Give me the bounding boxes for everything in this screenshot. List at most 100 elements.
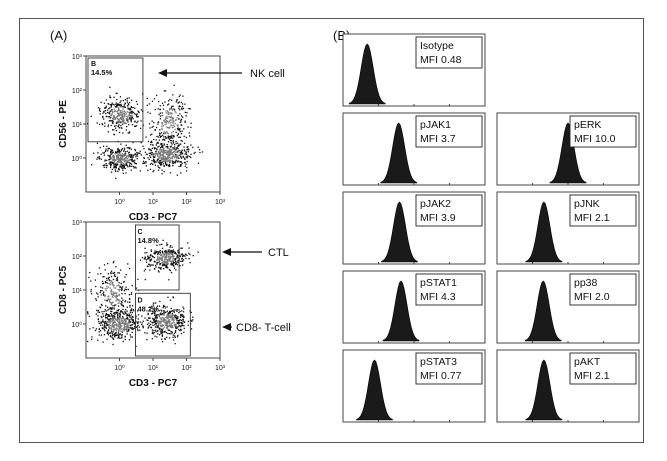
data-point — [122, 305, 125, 308]
data-point — [109, 86, 111, 88]
data-point — [99, 291, 101, 294]
data-point — [148, 257, 150, 259]
data-point — [164, 132, 166, 135]
data-point — [166, 310, 168, 312]
data-point — [162, 328, 165, 330]
data-point — [118, 318, 120, 320]
data-point — [121, 120, 124, 122]
data-point — [183, 162, 186, 164]
histogram-label-box — [415, 273, 483, 306]
data-point — [169, 160, 171, 162]
data-point — [127, 322, 129, 324]
data-point — [148, 325, 150, 327]
data-point — [97, 319, 99, 321]
data-point — [126, 306, 128, 308]
population-cd3-cd8- — [87, 299, 151, 348]
data-point — [173, 126, 176, 128]
data-point — [192, 255, 194, 257]
data-point — [152, 125, 154, 127]
data-point — [163, 150, 165, 152]
data-point — [156, 308, 158, 310]
data-point — [167, 111, 169, 113]
data-point — [162, 158, 164, 161]
data-point — [129, 321, 131, 323]
data-point — [131, 165, 133, 167]
data-point — [110, 105, 112, 107]
data-point — [177, 316, 179, 318]
data-point — [149, 149, 151, 151]
data-point — [114, 295, 116, 297]
data-point — [143, 270, 145, 272]
data-point — [148, 103, 151, 105]
data-point — [171, 263, 173, 266]
data-point — [152, 308, 154, 310]
data-point — [163, 132, 165, 135]
data-point — [169, 126, 171, 128]
data-point — [113, 287, 115, 289]
data-point — [125, 327, 128, 329]
data-point — [161, 144, 163, 146]
data-point — [118, 161, 120, 163]
data-point — [171, 112, 173, 115]
data-point — [166, 110, 169, 112]
data-point — [163, 90, 165, 92]
data-point — [113, 118, 115, 120]
data-point — [127, 330, 130, 332]
data-point — [166, 306, 168, 308]
data-point — [105, 166, 108, 169]
data-point — [112, 343, 114, 346]
data-point — [136, 116, 138, 118]
data-point — [116, 152, 118, 154]
data-point — [177, 124, 179, 126]
data-point — [115, 296, 117, 298]
data-point — [162, 108, 165, 110]
data-point — [113, 315, 115, 317]
data-point — [160, 135, 162, 138]
data-point — [177, 321, 179, 323]
data-point — [160, 155, 162, 157]
data-point — [113, 320, 115, 322]
data-point — [171, 246, 173, 248]
data-point — [113, 312, 115, 314]
data-point — [164, 155, 166, 157]
data-point — [112, 121, 114, 123]
data-point — [106, 159, 108, 162]
data-point — [112, 317, 114, 319]
data-point — [137, 314, 140, 316]
data-point — [122, 329, 124, 331]
data-point — [109, 110, 112, 112]
data-point — [114, 167, 116, 169]
data-point — [130, 119, 132, 121]
data-point — [158, 334, 161, 336]
data-point — [163, 312, 166, 314]
data-point — [103, 328, 106, 330]
data-point — [182, 314, 184, 316]
data-point — [121, 157, 123, 159]
data-point — [123, 120, 125, 122]
data-point — [127, 288, 129, 291]
data-point — [113, 104, 115, 106]
data-point — [90, 289, 92, 291]
gate-d — [135, 292, 191, 357]
data-point — [181, 324, 184, 326]
data-point — [161, 261, 163, 264]
data-point — [191, 320, 193, 322]
data-point — [123, 318, 125, 320]
data-point — [159, 112, 161, 114]
data-point — [120, 164, 122, 166]
data-point — [106, 299, 108, 302]
data-point — [119, 96, 122, 98]
data-point — [172, 162, 174, 165]
data-point — [177, 102, 179, 104]
data-point — [108, 308, 110, 310]
data-point — [96, 309, 98, 312]
data-point — [172, 336, 174, 338]
data-point — [182, 255, 184, 258]
data-point — [172, 296, 174, 298]
data-point — [173, 317, 175, 319]
data-point — [126, 331, 128, 333]
data-point — [117, 163, 119, 166]
data-point — [142, 124, 145, 126]
data-point — [130, 316, 132, 318]
